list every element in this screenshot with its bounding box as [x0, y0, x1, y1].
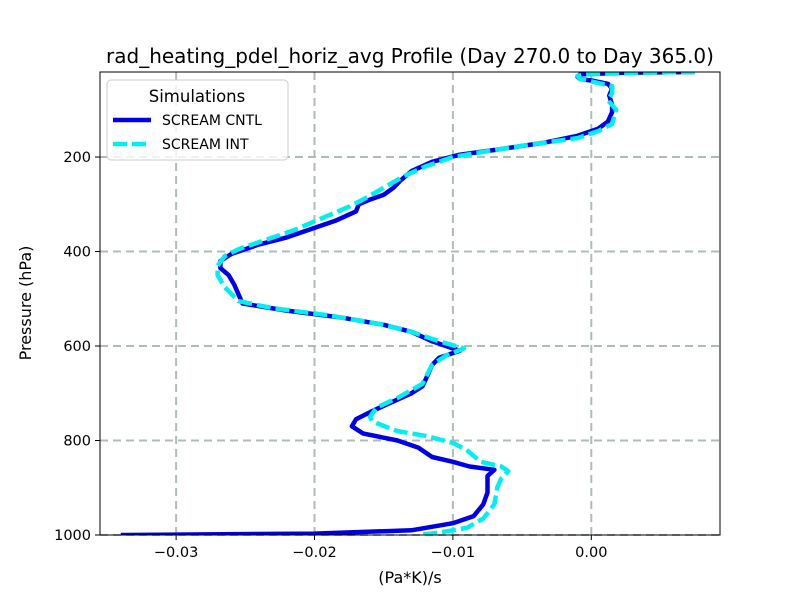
legend-title: Simulations: [149, 87, 246, 106]
x-axis-label: (Pa*K)/s: [378, 568, 441, 587]
series-line-scream-int: [215, 72, 696, 535]
y-tick-label: 400: [63, 245, 91, 261]
chart-title: rad_heating_pdel_horiz_avg Profile (Day …: [106, 44, 714, 68]
plot-frame: [99, 71, 721, 536]
plot-area: −0.03 −0.02 −0.01 0.00 200 400 600 800 1000: [54, 71, 721, 561]
x-tick-label: 0.00: [575, 545, 607, 561]
y-axis-label: Pressure (hPa): [16, 246, 35, 361]
x-tick-label: −0.01: [431, 545, 475, 561]
legend-label-cntl: SCREAM CNTL: [162, 113, 262, 129]
y-tick-label: 800: [63, 434, 91, 450]
legend-frame: [106, 79, 289, 161]
y-tick-label: 600: [63, 339, 91, 355]
legend: Simulations SCREAM CNTL SCREAM INT: [106, 79, 289, 161]
series-line-scream-cntl: [120, 72, 694, 535]
y-tick-label: 1000: [54, 528, 91, 544]
x-tick-label: −0.03: [154, 545, 198, 561]
y-tick-label: 200: [63, 150, 91, 166]
legend-label-int: SCREAM INT: [162, 137, 249, 153]
x-tick-label: −0.02: [292, 545, 336, 561]
